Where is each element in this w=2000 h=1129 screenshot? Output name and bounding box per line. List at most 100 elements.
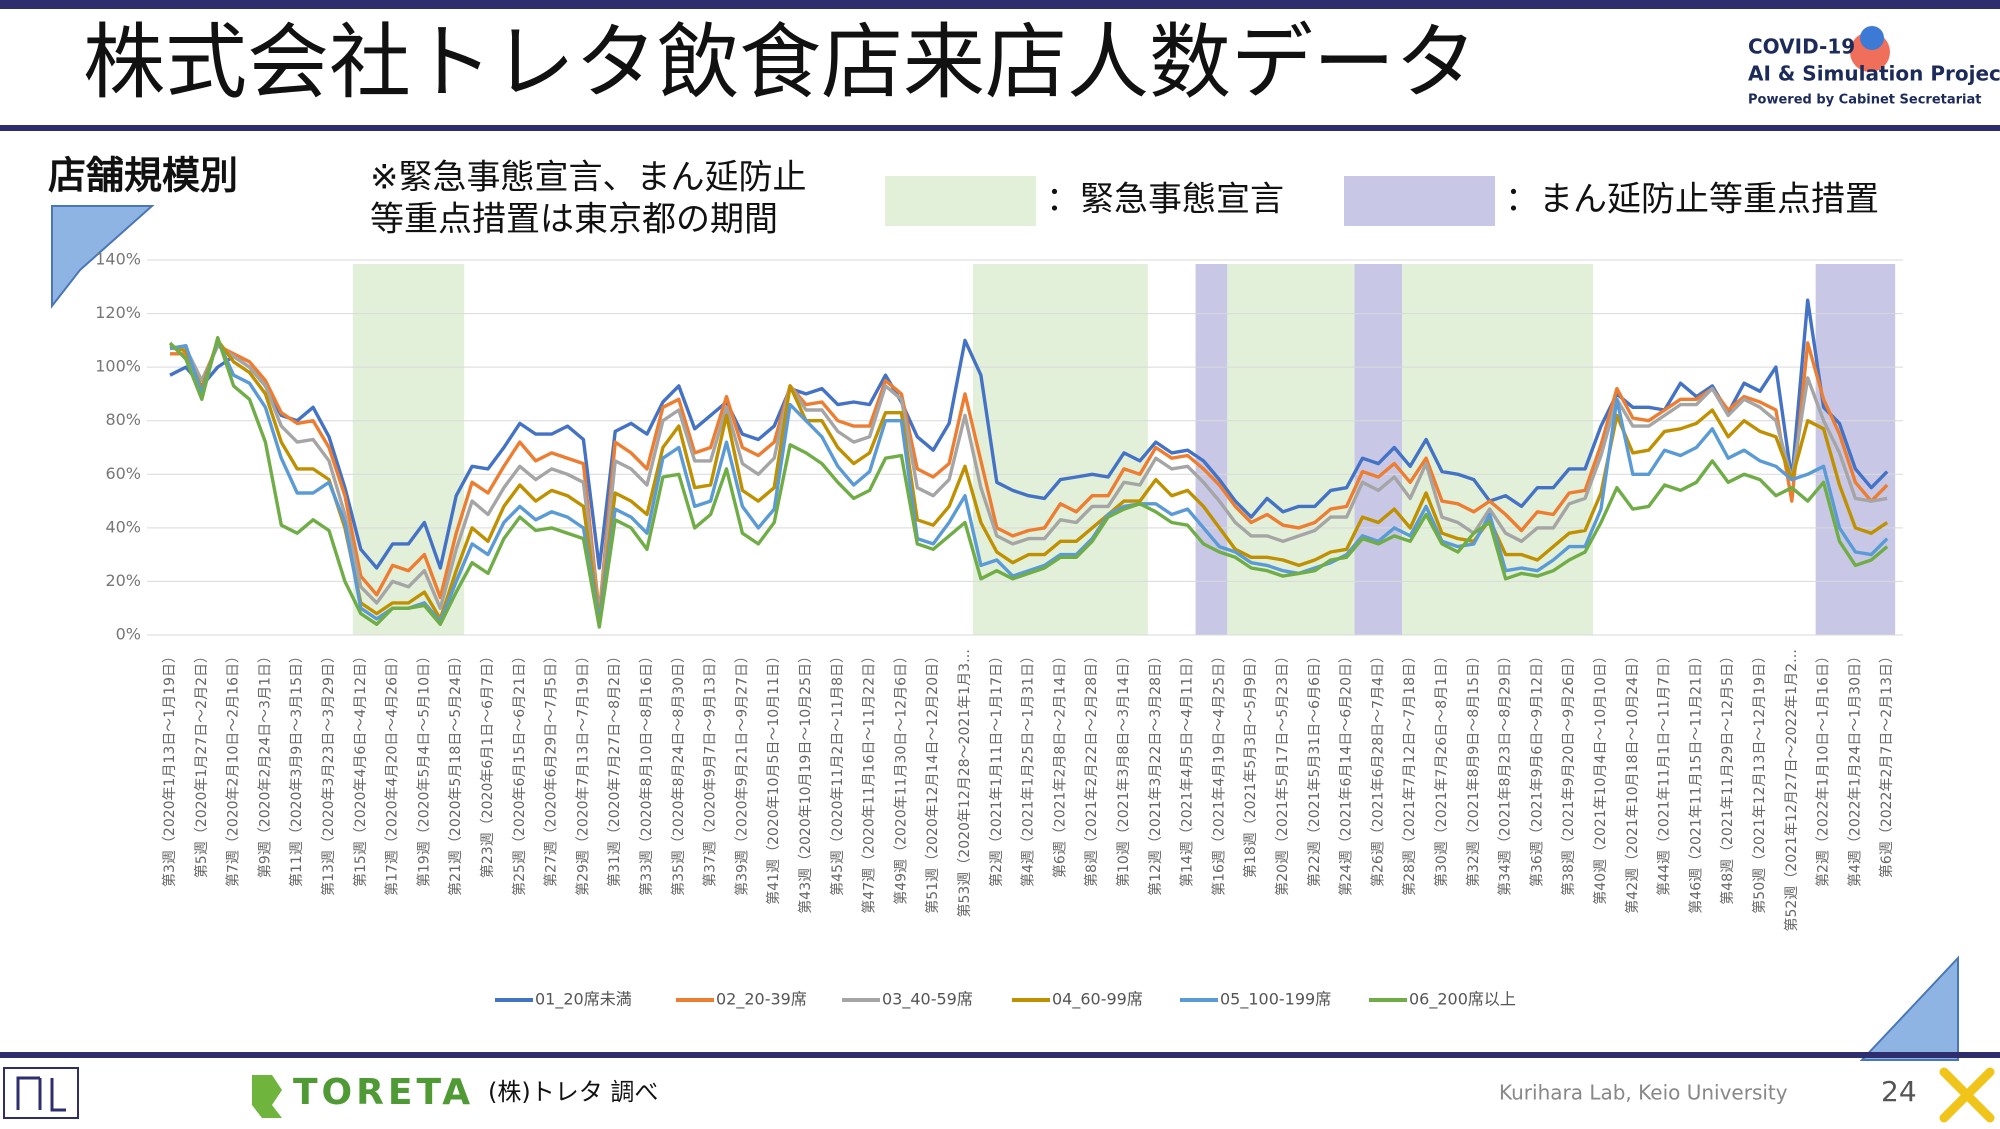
logo-dot xyxy=(1860,26,1884,50)
legend-label: 03_40-59席 xyxy=(882,990,973,1010)
x-tick-label: 第22週（2021年5月31日～6月6日） xyxy=(1306,649,1323,887)
x-tick-label: 第30週（2021年7月26日～8月1日） xyxy=(1433,649,1450,887)
x-tick-label: 第26週（2021年6月28日～7月4日） xyxy=(1369,649,1386,887)
lab-logo xyxy=(3,1067,79,1119)
source: (株)トレタ 調べ xyxy=(488,1078,658,1106)
lab: Kurihara Lab, Keio University xyxy=(1499,1081,1788,1105)
x-tick-label: 第6週（2022年2月7日～2月13日） xyxy=(1878,649,1895,878)
corner-decoration xyxy=(1859,955,1959,1061)
corner-decoration xyxy=(51,205,155,309)
lab-logo-mark xyxy=(16,1076,66,1112)
x-tick-label: 第13週（2020年3月23日～3月29日） xyxy=(320,649,337,896)
x-tick-label: 第12週（2021年3月22日～3月28日） xyxy=(1147,649,1164,896)
x-tick-label: 第53週（2020年12月28～2021年1月3… xyxy=(956,649,973,918)
x-tick-label: 第4週（2022年1月24日～1月30日） xyxy=(1846,649,1863,887)
x-tick-label: 第28週（2021年7月12日～7月18日） xyxy=(1401,649,1418,896)
x-tick-label: 第7週（2020年2月10日～2月16日） xyxy=(225,649,242,887)
x-tick-label: 第37週（2020年9月7日～9月13日） xyxy=(702,649,719,887)
band-legend-swatch xyxy=(885,176,1036,226)
title: 株式会社トレタ飲食店来店人数データ xyxy=(83,15,1477,110)
x-tick-label: 第2週（2021年1月11日～1月17日） xyxy=(988,649,1005,887)
x-tick-label: 第2週（2022年1月10日～1月16日） xyxy=(1815,649,1832,887)
x-tick-label: 第50週（2021年12月13日～12月19日） xyxy=(1751,649,1768,914)
series-line xyxy=(170,344,1888,618)
x-tick-label: 第42週（2021年10月18日～10月24日） xyxy=(1624,649,1641,914)
x-tick-label: 第44週（2021年11月1日～11月7日） xyxy=(1656,649,1673,896)
logo-text: AI & Simulation Project xyxy=(1748,62,2000,86)
y-tick-label: 20% xyxy=(105,571,141,590)
y-tick-label: 40% xyxy=(105,517,141,536)
x-tick-label: 第34週（2021年8月23日～8月29日） xyxy=(1497,649,1514,896)
x-tick-label: 第16週（2021年4月19日～4月25日） xyxy=(1210,649,1227,896)
brand-icon xyxy=(252,1075,282,1118)
x-tick-label: 第5週（2020年1月27日～2月2日） xyxy=(193,649,210,878)
x-tick-label: 第40週（2021年10月4日～10月10日） xyxy=(1592,649,1609,905)
section-label: 店舗規模別 xyxy=(48,154,238,198)
x-tick-label: 第33週（2020年8月10日～8月16日） xyxy=(638,649,655,896)
note: 等重点措置は東京都の期間 xyxy=(370,200,778,240)
top-bar xyxy=(0,0,2000,9)
x-tick-label: 第41週（2020年10月5日～10月11日） xyxy=(765,649,782,905)
band-legend-swatch xyxy=(1344,176,1495,226)
series-line xyxy=(168,336,1889,629)
period-band xyxy=(1402,264,1594,635)
x-tick-label: 第21週（2020年5月18日～5月24日） xyxy=(447,649,464,896)
title-rule xyxy=(0,125,2000,131)
x-tick-label: 第29週（2020年7月13日～7月19日） xyxy=(574,649,591,896)
x-tick-label: 第48週（2021年11月29日～12月5日） xyxy=(1719,649,1736,905)
x-tick-label: 第47週（2020年11月16日～11月22日） xyxy=(861,649,878,914)
x-tick-label: 第38週（2021年9月20日～9月26日） xyxy=(1560,649,1577,896)
x-tick-label: 第14週（2021年4月5日～4月11日） xyxy=(1179,649,1196,887)
x-tick-label: 第25週（2020年6月15日～6月21日） xyxy=(511,649,528,896)
period-band xyxy=(1227,264,1355,635)
series-line xyxy=(169,338,1889,621)
y-tick-label: 100% xyxy=(95,357,141,376)
x-tick-label: 第36週（2021年9月6日～9月12日） xyxy=(1528,649,1545,887)
band-legend-label: ：緊急事態宣言 xyxy=(1046,180,1284,220)
x-tick-label: 第9週（2020年2月24日～3月1日） xyxy=(256,649,273,878)
y-tick-label: 120% xyxy=(95,303,141,322)
legend-label: 06_200席以上 xyxy=(1409,990,1516,1010)
legend-label: 02_20-39席 xyxy=(716,990,807,1010)
series-line xyxy=(169,338,1889,624)
x-tick-label: 第15週（2020年4月6日～4月12日） xyxy=(352,649,369,887)
x-tick-label: 第24週（2021年6月14日～6月20日） xyxy=(1338,649,1355,896)
y-tick-label: 140% xyxy=(95,250,141,269)
x-tick-label: 第31週（2020年7月27日～8月2日） xyxy=(606,649,623,887)
x-tick-label: 第6週（2021年2月8日～2月14日） xyxy=(1051,649,1068,878)
x-tick-label: 第23週（2020年6月1日～6月7日） xyxy=(479,649,496,878)
x-tick-label: 第10週（2021年3月8日～3月14日） xyxy=(1115,649,1132,887)
x-tick-label: 第8週（2021年2月22日～2月28日） xyxy=(1083,649,1100,887)
x-tick-label: 第43週（2020年10月19日～10月25日） xyxy=(797,649,814,914)
y-tick-label: 60% xyxy=(105,464,141,483)
x-tick-label: 第32週（2021年8月9日～8月15日） xyxy=(1465,649,1482,887)
x-tick-label: 第35週（2020年8月24日～8月30日） xyxy=(670,649,687,896)
legend-label: 05_100-199席 xyxy=(1220,990,1331,1010)
x-tick-label: 第27週（2020年6月29日～7月5日） xyxy=(543,649,560,887)
y-tick-label: 0% xyxy=(116,625,141,644)
legend-label: 01_20席未満 xyxy=(535,990,632,1010)
period-band xyxy=(972,264,1148,635)
x-tick-label: 第49週（2020年11月30日～12月6日） xyxy=(892,649,909,905)
x-tick-label: 第39週（2020年9月21日～9月27日） xyxy=(733,649,750,896)
x-tick-label: 第3週（2020年1月13日～1月19日） xyxy=(161,649,178,887)
x-tick-label: 第52週（2021年12月27日～2022年1月2… xyxy=(1783,649,1800,932)
x-tick-label: 第45週（2020年11月2日～11月8日） xyxy=(829,649,846,896)
series-line xyxy=(170,341,1889,616)
footer-rule xyxy=(0,1052,2000,1058)
x-tick-label: 第19週（2020年5月4日～5月10日） xyxy=(415,649,432,887)
logo-text: Powered by Cabinet Secretariat xyxy=(1748,93,1982,108)
logo-text: COVID-19 xyxy=(1748,35,1855,59)
corner-logo xyxy=(1939,1067,1995,1123)
band-legend-label: ：まん延防止等重点措置 xyxy=(1505,180,1879,220)
x-tick-label: 第11週（2020年3月9日～3月15日） xyxy=(288,649,305,887)
x-tick-label: 第20週（2021年5月17日～5月23日） xyxy=(1274,649,1291,896)
x-tick-label: 第46週（2021年11月15日～11月21日） xyxy=(1687,649,1704,914)
period-band xyxy=(1195,264,1228,635)
y-tick-label: 80% xyxy=(105,410,141,429)
page-number: 24 xyxy=(1881,1075,1917,1108)
series-line xyxy=(169,298,1889,570)
x-tick-label: 第18週（2021年5月3日～5月9日） xyxy=(1242,649,1259,878)
note: ※緊急事態宣言、まん延防止 xyxy=(370,158,807,198)
